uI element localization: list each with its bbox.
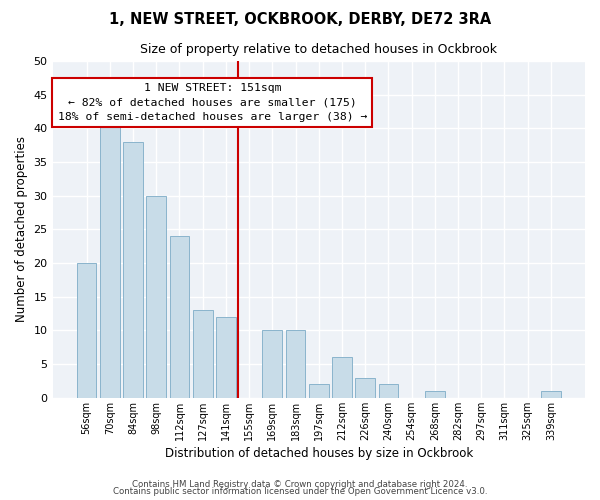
Bar: [123, 142, 143, 398]
Bar: [100, 115, 119, 398]
Bar: [77, 263, 97, 398]
Bar: [170, 236, 190, 398]
Bar: [355, 378, 375, 398]
Y-axis label: Number of detached properties: Number of detached properties: [15, 136, 28, 322]
Bar: [193, 310, 212, 398]
Bar: [332, 358, 352, 398]
X-axis label: Distribution of detached houses by size in Ockbrook: Distribution of detached houses by size …: [164, 447, 473, 460]
Bar: [146, 196, 166, 398]
Bar: [541, 391, 561, 398]
Bar: [262, 330, 282, 398]
Text: 1 NEW STREET: 151sqm
← 82% of detached houses are smaller (175)
18% of semi-deta: 1 NEW STREET: 151sqm ← 82% of detached h…: [58, 82, 367, 122]
Bar: [425, 391, 445, 398]
Text: Contains public sector information licensed under the Open Government Licence v3: Contains public sector information licen…: [113, 488, 487, 496]
Title: Size of property relative to detached houses in Ockbrook: Size of property relative to detached ho…: [140, 42, 497, 56]
Bar: [286, 330, 305, 398]
Bar: [216, 317, 236, 398]
Bar: [309, 384, 329, 398]
Text: Contains HM Land Registry data © Crown copyright and database right 2024.: Contains HM Land Registry data © Crown c…: [132, 480, 468, 489]
Text: 1, NEW STREET, OCKBROOK, DERBY, DE72 3RA: 1, NEW STREET, OCKBROOK, DERBY, DE72 3RA: [109, 12, 491, 28]
Bar: [379, 384, 398, 398]
